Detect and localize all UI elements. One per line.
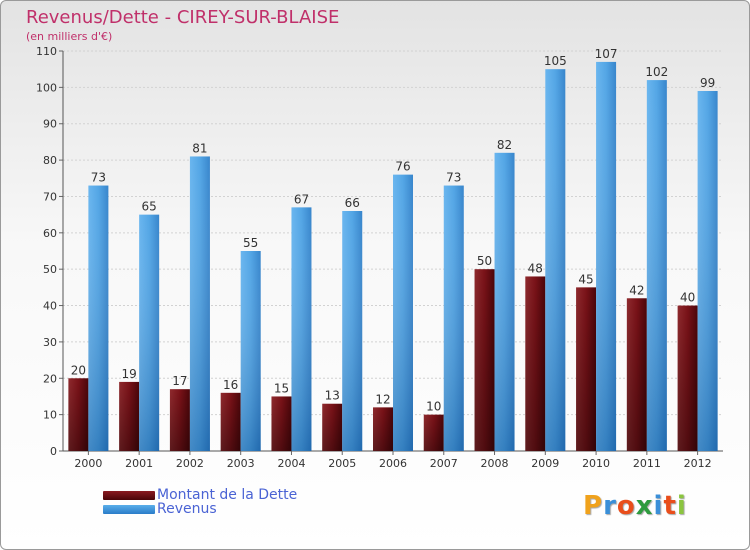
data-label-dette: 15 — [274, 381, 289, 395]
x-tick-label: 2010 — [582, 457, 610, 470]
x-tick-label: 2002 — [176, 457, 204, 470]
data-label-dette: 10 — [426, 400, 441, 414]
x-tick-label: 2001 — [125, 457, 153, 470]
y-tick-label: 50 — [43, 263, 57, 276]
bar-shade-revenus — [393, 174, 413, 452]
legend-item-dette: Montant de la Dette — [103, 487, 297, 503]
data-label-revenus: 99 — [700, 76, 715, 90]
data-label-revenus: 76 — [395, 160, 410, 174]
data-label-dette: 48 — [528, 261, 543, 275]
y-tick-label: 10 — [43, 409, 57, 422]
data-label-revenus: 73 — [91, 171, 106, 185]
legend-item-revenus: Revenus — [103, 501, 217, 517]
data-label-dette: 42 — [629, 283, 644, 297]
bar-shade-dette — [576, 287, 597, 451]
y-tick-label: 0 — [50, 445, 57, 458]
bar-shade-dette — [677, 305, 698, 451]
y-tick-label: 70 — [43, 190, 57, 203]
bar-shade-dette — [626, 298, 647, 451]
bar-shade-revenus — [596, 61, 617, 452]
data-label-revenus: 65 — [142, 200, 157, 214]
bar-shade-dette — [525, 276, 546, 451]
bar-shade-revenus — [697, 91, 718, 451]
data-label-dette: 19 — [122, 367, 137, 381]
data-label-dette: 17 — [172, 374, 187, 388]
data-label-revenus: 105 — [544, 54, 567, 68]
bar-shade-dette — [322, 403, 343, 451]
legend-swatch-dette — [103, 490, 155, 500]
y-tick-label: 30 — [43, 336, 57, 349]
bar-shade-revenus — [342, 211, 363, 451]
y-tick-label: 20 — [43, 372, 57, 385]
data-label-revenus: 82 — [497, 138, 512, 152]
bar-shade-revenus — [646, 80, 667, 451]
x-tick-label: 2008 — [481, 457, 509, 470]
bar-shade-revenus — [139, 214, 160, 451]
bar-shade-revenus — [545, 69, 566, 451]
data-label-revenus: 55 — [243, 236, 258, 250]
chart-subtitle: (en milliers d'€) — [26, 30, 113, 43]
y-tick-label: 90 — [43, 118, 57, 131]
x-tick-label: 2007 — [430, 457, 458, 470]
chart-title: Revenus/Dette - CIREY-SUR-BLAISE — [26, 7, 340, 28]
y-tick-label: 100 — [36, 81, 57, 94]
bar-shade-revenus — [88, 185, 109, 451]
logo-letter: o — [616, 491, 636, 521]
data-label-dette: 12 — [375, 392, 390, 406]
bar-shade-revenus — [443, 185, 464, 451]
legend-label-dette: Montant de la Dette — [157, 487, 298, 503]
x-tick-label: 2011 — [633, 457, 661, 470]
bar-shade-revenus — [494, 152, 515, 451]
bar-shade-revenus — [189, 156, 210, 452]
data-label-dette: 16 — [223, 378, 238, 392]
data-label-dette: 45 — [578, 272, 593, 286]
logo-letter: P — [583, 491, 604, 521]
legend-swatch-revenus — [103, 504, 155, 514]
bar-shade-revenus — [291, 207, 312, 451]
data-label-dette: 13 — [325, 389, 340, 403]
bar-shade-dette — [373, 407, 393, 451]
x-tick-label: 2005 — [328, 457, 356, 470]
data-label-revenus: 107 — [595, 47, 618, 61]
x-tick-label: 2004 — [277, 457, 305, 470]
y-tick-label: 40 — [43, 300, 57, 313]
data-label-dette: 40 — [680, 291, 695, 305]
y-tick-label: 110 — [36, 45, 57, 58]
logo-letter: r — [603, 491, 617, 521]
bar-shade-revenus — [240, 251, 261, 451]
data-label-revenus: 81 — [192, 141, 207, 155]
x-tick-label: 2003 — [227, 457, 255, 470]
x-tick-label: 2006 — [379, 457, 407, 470]
data-label-revenus: 67 — [294, 192, 309, 206]
y-tick-label: 60 — [43, 227, 57, 240]
bar-shade-dette — [474, 269, 495, 451]
data-label-revenus: 73 — [446, 171, 461, 185]
data-label-revenus: 102 — [645, 65, 668, 79]
bar-shade-dette — [220, 392, 241, 451]
logo-letter: x — [635, 491, 654, 521]
logo-letter: i — [653, 491, 664, 521]
logo-letter: t — [663, 491, 677, 521]
x-tick-label: 2000 — [74, 457, 102, 470]
y-tick-label: 80 — [43, 154, 57, 167]
data-label-revenus: 66 — [345, 196, 360, 210]
data-label-dette: 20 — [71, 363, 86, 377]
bar-shade-dette — [423, 414, 444, 451]
proxiti-logo: Proxiti — [583, 491, 687, 521]
bar-shade-dette — [68, 378, 89, 451]
data-label-dette: 50 — [477, 254, 492, 268]
bar-shade-dette — [119, 381, 140, 451]
x-tick-label: 2012 — [684, 457, 712, 470]
x-tick-label: 2009 — [531, 457, 559, 470]
legend-label-revenus: Revenus — [157, 501, 217, 517]
bar-shade-dette — [271, 396, 292, 451]
logo-letter: i — [676, 491, 687, 521]
bar-shade-dette — [169, 389, 190, 451]
